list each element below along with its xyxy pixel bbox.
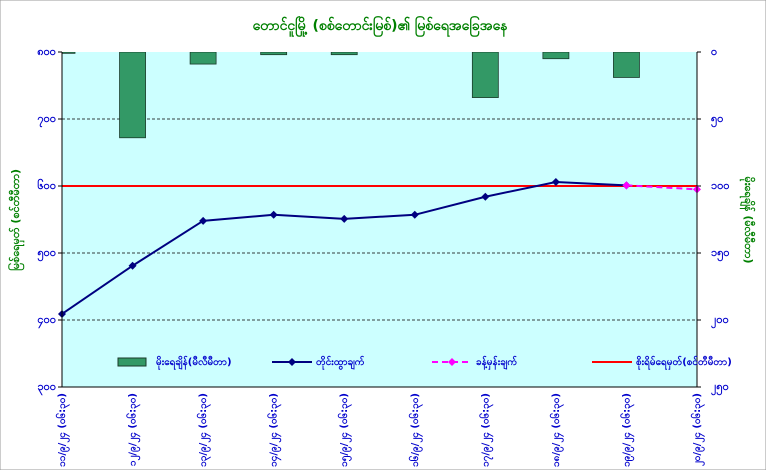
y-tick-label: ၈၀၀ [37, 45, 56, 58]
bar [260, 52, 288, 56]
marker [481, 192, 490, 201]
legend-marker [448, 358, 456, 366]
x-tick-label: ၁၅/၉/၂၄ (၀၆:၃၀) [337, 393, 353, 467]
y2-tick-label: ၂၅၀ [711, 380, 729, 396]
legend-label: စိုးရိမ်ရေမှတ်(စင်တီမီတာ) [636, 355, 732, 371]
bar [189, 52, 217, 65]
y-axis-title: မြစ်ရေမှတ် (စင်တီမီတာ) [7, 169, 25, 271]
marker [410, 210, 419, 219]
y2-tick-label: ၁၅၀ [711, 246, 730, 262]
plot-area [62, 52, 697, 387]
marker [551, 177, 560, 186]
legend-marker [288, 358, 296, 366]
bar [542, 52, 570, 60]
x-tick-label: ၁၉/၉/၂၄ (၀၆:၃၀) [619, 393, 635, 467]
y2-tick-label: ၀ [711, 45, 717, 58]
y2-axis-title: မိုးရေချိန် (မီလီမီတာ) [739, 177, 756, 264]
x-tick-label: ၁၁/၉/၂၄ (၀၆:၃၀) [55, 393, 71, 467]
y-tick-label: ၆၀၀ [37, 179, 56, 192]
x-tick-label: ၁၈/၉/၂၄ (၀၆:၃၀) [549, 393, 565, 467]
bar [330, 52, 358, 56]
bars [62, 52, 640, 139]
legend-label: ခန့်မှန်းချက် [476, 355, 517, 371]
bar [119, 52, 146, 139]
y2-tick-label: ၅၀ [711, 112, 723, 128]
legend-label: တိုင်းထွာချက် [316, 355, 365, 371]
x-tick-label: ၁၆/၉/၂၄ (၀၆:၃၀) [408, 393, 424, 467]
x-tick-label: ၁၇/၉/၂၄ (၀၆:၃၀) [478, 393, 494, 467]
y-tick-label: ၄၀၀ [37, 313, 56, 329]
marker [128, 261, 137, 270]
marker [199, 216, 208, 225]
marker [269, 210, 278, 219]
x-tick-label: ၁၃/၉/၂၄ (၀၆:၃၀) [196, 393, 212, 467]
legend-swatch [117, 357, 147, 367]
chart-title: တောင်ငူမြို့ (စစ်တောင်းမြစ်)၏ မြစ်ရေအခြေ… [253, 16, 509, 37]
y2-tick-label: ၂၀၀ [711, 313, 729, 329]
x-tick-label: ၁၂/၉/၂၄ (၀၆:၃၀) [126, 393, 142, 466]
bar [62, 52, 76, 54]
bar [471, 52, 499, 98]
marker [622, 181, 631, 190]
legend-label: မိုးရေချိန်(မီလီမီတာ) [156, 355, 232, 371]
line [626, 184, 698, 191]
y2-tick-label: ၁၀၀ [711, 179, 730, 192]
y-tick-label: ၃၀၀ [37, 380, 56, 396]
bar [613, 52, 640, 78]
x-tick-label: ၁၄/၉/၂၄ (၀၆:၃၀) [267, 393, 283, 467]
y-tick-label: ၇၀၀ [37, 112, 56, 128]
x-tick-label: ၂၀/၉/၂၄ (၀၆:၃၀) [690, 393, 706, 466]
marker [340, 214, 349, 223]
y-tick-label: ၅၀၀ [37, 246, 56, 262]
